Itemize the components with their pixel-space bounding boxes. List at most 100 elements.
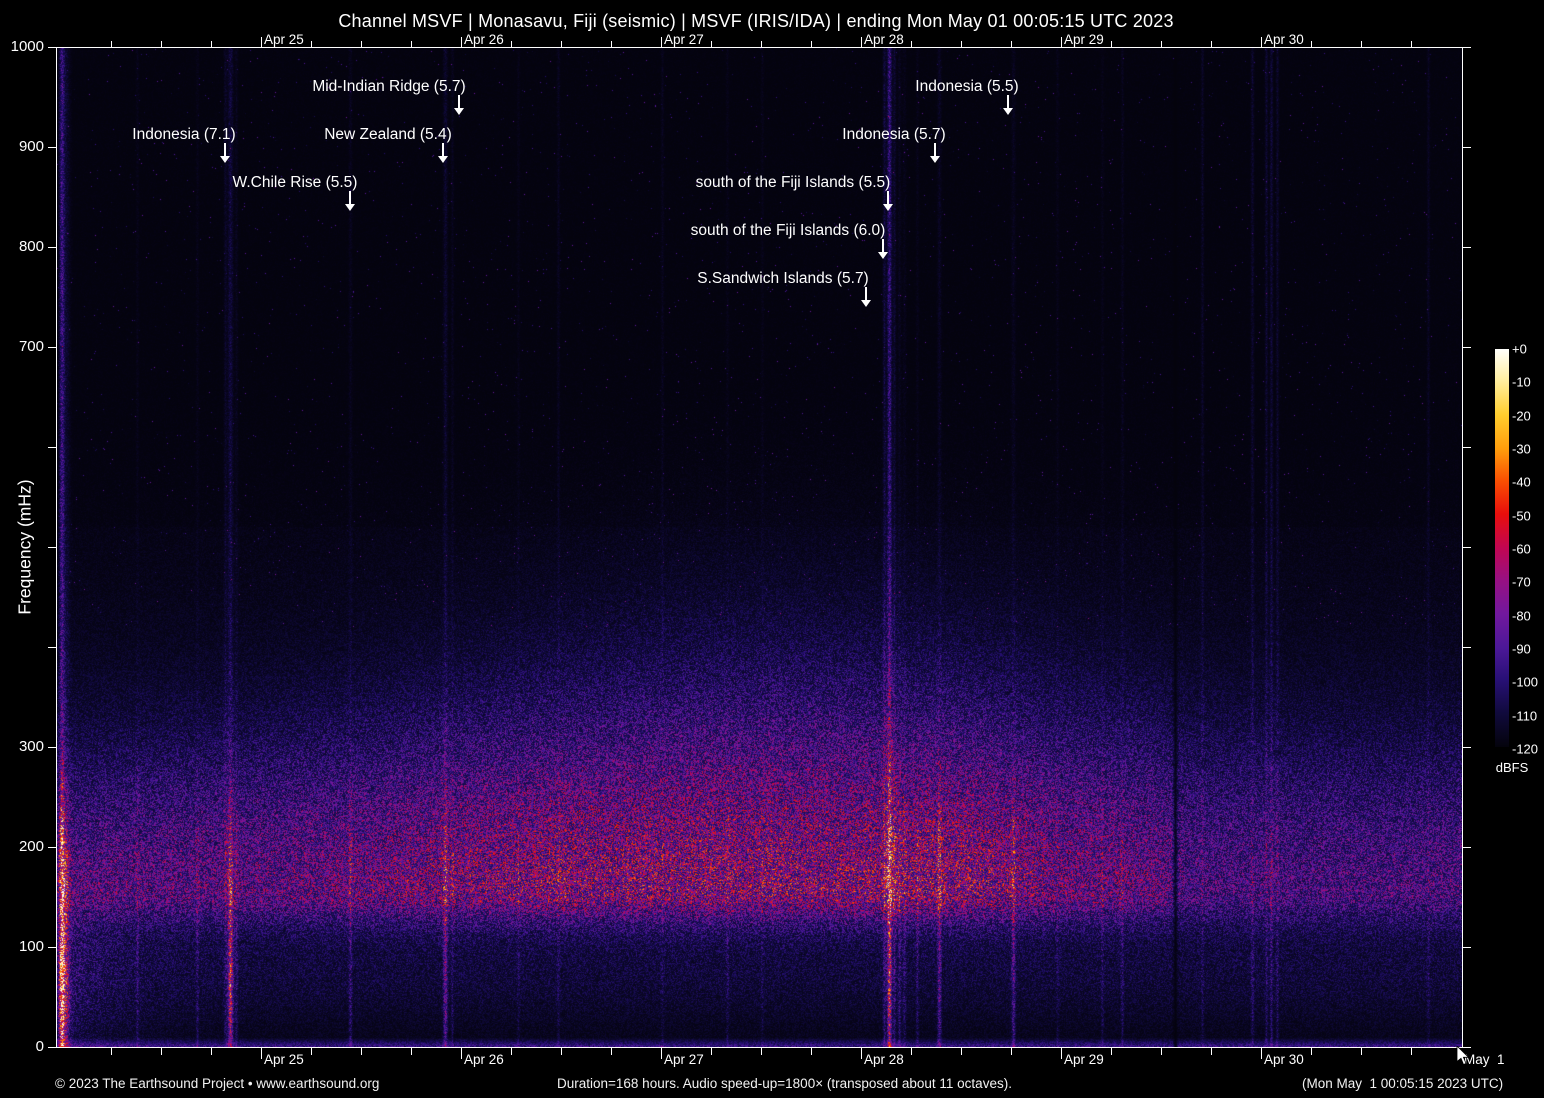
bottom-date-label: Apr 29 — [1064, 1052, 1104, 1067]
right-spine — [1462, 47, 1463, 1048]
event-annotation-label: New Zealand (5.4) — [324, 126, 452, 143]
right-axis-tick — [1463, 747, 1471, 748]
event-annotation-arrow-icon — [1003, 95, 1013, 115]
bottom-axis-tick — [1161, 1048, 1162, 1055]
top-axis-tick — [361, 41, 362, 47]
event-annotation-arrow-icon — [861, 287, 871, 307]
bottom-date-label: Apr 27 — [664, 1052, 704, 1067]
colorbar — [1495, 349, 1509, 747]
left-axis-tick — [48, 547, 56, 548]
bottom-axis-tick — [411, 1048, 412, 1055]
page-title: Channel MSVF | Monasavu, Fiji (seismic) … — [338, 11, 1174, 31]
y-tick-label: 1000 — [10, 38, 44, 55]
bottom-axis-tick — [511, 1048, 512, 1055]
event-annotation-arrow-icon — [220, 143, 230, 163]
top-axis-tick — [911, 41, 912, 47]
bottom-axis-tick — [1261, 1048, 1262, 1059]
mouse-cursor-icon — [1456, 1046, 1470, 1066]
event-annotation-arrow-icon — [345, 191, 355, 211]
arrow-stem — [865, 287, 867, 301]
bottom-axis-tick — [661, 1048, 662, 1059]
colorbar-tick-label: +0 — [1512, 341, 1527, 357]
colorbar-tick-label: -10 — [1512, 374, 1531, 390]
bottom-axis-tick — [1361, 1048, 1362, 1055]
bottom-axis-tick — [611, 1048, 612, 1055]
top-date-label: Apr 29 — [1064, 32, 1104, 47]
arrow-head — [1003, 108, 1013, 115]
arrow-head — [883, 204, 893, 211]
top-axis-tick — [261, 37, 262, 47]
bottom-axis-tick — [711, 1048, 712, 1055]
right-axis-tick — [1463, 547, 1471, 548]
top-axis-tick — [561, 41, 562, 47]
arrow-head — [861, 300, 871, 307]
event-annotation-label: Indonesia (5.5) — [915, 78, 1019, 95]
event-annotation-label: south of the Fiji Islands (5.5) — [695, 174, 891, 191]
bottom-axis-tick — [1311, 1048, 1312, 1055]
top-axis-tick — [1111, 41, 1112, 47]
left-axis-tick — [48, 447, 56, 448]
spectrogram-plot — [56, 47, 1462, 1047]
y-tick-label: 800 — [18, 238, 44, 255]
bottom-axis-tick — [1011, 1048, 1012, 1055]
left-axis-tick — [48, 847, 56, 848]
right-axis-tick — [1463, 647, 1471, 648]
event-annotation-arrow-icon — [454, 95, 464, 115]
event-annotation-arrow-icon — [438, 143, 448, 163]
top-axis-tick — [1011, 41, 1012, 47]
bottom-date-label: May 1 — [1464, 1052, 1505, 1067]
top-axis-tick — [311, 41, 312, 47]
bottom-axis-tick — [311, 1048, 312, 1055]
top-axis-tick — [1061, 37, 1062, 47]
y-tick-label: 900 — [18, 138, 44, 155]
bottom-axis-tick — [211, 1048, 212, 1055]
arrow-head — [454, 108, 464, 115]
arrow-stem — [882, 239, 884, 253]
left-spine — [56, 47, 57, 1048]
top-axis-tick — [1411, 41, 1412, 47]
bottom-date-label: Apr 30 — [1264, 1052, 1304, 1067]
bottom-spine — [56, 1047, 1463, 1048]
arrow-stem — [458, 95, 460, 109]
y-tick-label: 100 — [18, 938, 44, 955]
y-tick-label: 0 — [35, 1038, 44, 1055]
top-axis-tick — [111, 41, 112, 47]
bottom-date-label: Apr 26 — [464, 1052, 504, 1067]
bottom-axis-tick — [861, 1048, 862, 1059]
event-annotation-arrow-icon — [883, 191, 893, 211]
left-axis-tick — [48, 147, 56, 148]
colorbar-tick-label: -20 — [1512, 408, 1531, 424]
bottom-date-label: Apr 28 — [864, 1052, 904, 1067]
bottom-axis-tick — [111, 1048, 112, 1055]
colorbar-tick-label: -50 — [1512, 508, 1531, 524]
event-annotation-label: south of the Fiji Islands (6.0) — [690, 222, 886, 239]
bottom-axis-tick — [811, 1048, 812, 1055]
colorbar-tick-label: -100 — [1512, 674, 1539, 690]
top-date-label: Apr 27 — [664, 32, 704, 47]
left-axis-tick — [48, 947, 56, 948]
colorbar-tick-label: -40 — [1512, 474, 1531, 490]
right-axis-tick — [1463, 947, 1471, 948]
event-annotation-label: Indonesia (5.7) — [842, 126, 946, 143]
left-axis-tick — [48, 747, 56, 748]
top-axis-tick — [611, 41, 612, 47]
bottom-axis-tick — [1111, 1048, 1112, 1055]
y-axis-label: Frequency (mHz) — [14, 479, 35, 615]
top-date-label: Apr 26 — [464, 32, 504, 47]
y-tick-label: 200 — [18, 838, 44, 855]
arrow-stem — [349, 191, 351, 205]
bottom-axis-tick — [361, 1048, 362, 1055]
top-axis-tick — [1311, 41, 1312, 47]
top-axis-tick — [961, 41, 962, 47]
bottom-axis-tick — [1411, 1048, 1412, 1055]
footer-duration: Duration=168 hours. Audio speed-up=1800×… — [557, 1076, 1012, 1091]
top-axis-tick — [711, 41, 712, 47]
event-annotation-arrow-icon — [878, 239, 888, 259]
footer-timestamp: (Mon May 1 00:05:15 2023 UTC) — [1302, 1076, 1504, 1091]
bottom-axis-tick — [261, 1048, 262, 1059]
arrow-stem — [442, 143, 444, 157]
colorbar-tick-label: -120 — [1512, 741, 1539, 757]
colorbar-tick-label: -60 — [1512, 541, 1531, 557]
arrow-head — [930, 156, 940, 163]
